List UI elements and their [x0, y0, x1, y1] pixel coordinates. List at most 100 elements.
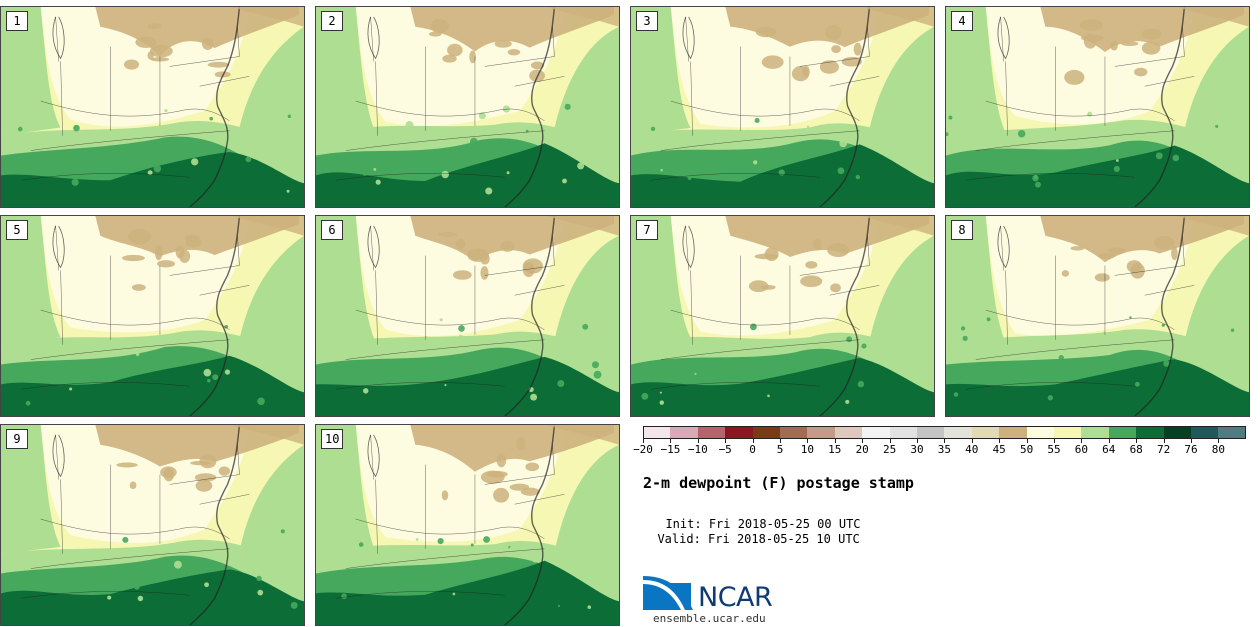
- colorbar-tick-label: −15: [660, 443, 681, 456]
- dewpoint-map: [946, 216, 1249, 416]
- colorbar-tickmark: [944, 439, 946, 443]
- member-number: 10: [321, 429, 344, 449]
- colorbar-tickmark: [889, 439, 891, 443]
- colorbar-tick-label: 15: [828, 443, 842, 456]
- member-panel: 1: [0, 6, 305, 208]
- member-number: 5: [6, 220, 28, 240]
- dewpoint-map: [946, 7, 1249, 207]
- colorbar-segment: [697, 426, 726, 439]
- member-number: 3: [636, 11, 658, 31]
- member-number: 1: [6, 11, 28, 31]
- colorbar-tickmark: [752, 439, 754, 443]
- dewpoint-map: [631, 7, 934, 207]
- colorbar-tickmark: [780, 439, 781, 443]
- colorbar-tick-label: 72: [1156, 443, 1171, 456]
- member-number: 9: [6, 429, 28, 449]
- colorbar-tick-label: 55: [1047, 443, 1061, 456]
- init-line: Init: Fri 2018-05-25 00 UTC: [643, 503, 861, 531]
- colorbar-tick-label: −5: [718, 443, 732, 456]
- colorbar-tick-label: −20: [633, 443, 653, 456]
- colorbar-tickmark: [1218, 439, 1220, 443]
- member-panel: 7: [630, 215, 935, 417]
- colorbar-segment: [834, 426, 863, 439]
- member-panel: 8: [945, 215, 1250, 417]
- colorbar-tick-label: 68: [1129, 443, 1143, 456]
- logo-wordmark: NCAR: [698, 582, 773, 613]
- colorbar-segment: [752, 426, 781, 439]
- dewpoint-map: [316, 425, 619, 625]
- colorbar-tickmark: [999, 439, 1001, 443]
- colorbar-tick-label: 64: [1102, 443, 1116, 456]
- colorbar-tickmark: [1108, 439, 1110, 443]
- dewpoint-map: [1, 7, 304, 207]
- ncar-logo-icon: [643, 576, 693, 610]
- site-url: ensemble.ucar.edu: [653, 612, 766, 625]
- colorbar-tickmark: [725, 439, 727, 443]
- colorbar-segment: [780, 426, 808, 439]
- colorbar-tickmark: [1054, 439, 1055, 443]
- colorbar-tickmark: [862, 439, 864, 443]
- colorbar-tick-label: 35: [937, 443, 952, 456]
- colorbar-tick-label: 50: [1019, 443, 1034, 456]
- colorbar-tickmark: [834, 439, 836, 443]
- colorbar-tick-label: 76: [1184, 443, 1198, 456]
- colorbar-segment: [1191, 426, 1219, 439]
- colorbar-tickmark: [1136, 439, 1138, 443]
- colorbar-segment: [725, 426, 754, 439]
- member-panel: 10: [315, 424, 620, 626]
- colorbar-segment: [944, 426, 973, 439]
- init-time: Fri 2018-05-25 00 UTC: [708, 517, 861, 531]
- member-number: 7: [636, 220, 658, 240]
- member-number: 6: [321, 220, 343, 240]
- colorbar-tick-label: 25: [882, 443, 897, 456]
- colorbar-tick-label: 0: [749, 443, 756, 456]
- member-panel: 2: [315, 6, 620, 208]
- colorbar-segment: [1108, 426, 1137, 439]
- colorbar-segment: [1054, 426, 1082, 439]
- colorbar-segment: [1026, 426, 1055, 439]
- colorbar-segment: [670, 426, 699, 439]
- colorbar-tick-label: 5: [776, 443, 784, 456]
- colorbar-tickmark: [1026, 439, 1028, 443]
- colorbar-tickmark: [643, 439, 644, 443]
- colorbar-segment: [1081, 426, 1110, 439]
- member-number: 4: [951, 11, 973, 31]
- dewpoint-map: [1, 425, 304, 625]
- colorbar-tickmark: [1081, 439, 1083, 443]
- member-number: 8: [951, 220, 973, 240]
- colorbar-segment: [807, 426, 836, 439]
- colorbar-frame: [643, 426, 1246, 439]
- init-label: Init:: [665, 517, 702, 531]
- colorbar-tickmark: [917, 439, 918, 443]
- colorbar-segment: [862, 426, 891, 439]
- member-panel: 9: [0, 424, 305, 626]
- colorbar-tickmark: [670, 439, 672, 443]
- valid-label: Valid:: [657, 532, 701, 546]
- colorbar-segment: [999, 426, 1028, 439]
- member-panel: 4: [945, 6, 1250, 208]
- member-panel: 6: [315, 215, 620, 417]
- dewpoint-map: [1, 216, 304, 416]
- member-panel: 5: [0, 215, 305, 417]
- colorbar-tick-label: 80: [1211, 443, 1226, 456]
- member-number: 2: [321, 11, 343, 31]
- colorbar-tick-label: 10: [800, 443, 815, 456]
- colorbar-tickmark: [971, 439, 973, 443]
- colorbar-tickmark: [697, 439, 699, 443]
- colorbar-tick-label: 20: [855, 443, 869, 456]
- figure-title: 2-m dewpoint (F) postage stamp: [643, 474, 914, 492]
- colorbar-segment: [889, 426, 918, 439]
- colorbar-tick-label: 60: [1074, 443, 1089, 456]
- colorbar-tick-label: 40: [965, 443, 979, 456]
- valid-line: Valid: Fri 2018-05-25 10 UTC: [643, 518, 860, 546]
- colorbar-tick-label: 45: [992, 443, 1006, 456]
- colorbar-segment: [1163, 426, 1192, 439]
- dewpoint-map: [631, 216, 934, 416]
- colorbar-segment: [643, 426, 671, 439]
- colorbar-tickmark: [807, 439, 809, 443]
- valid-time: Fri 2018-05-25 10 UTC: [708, 532, 860, 546]
- member-panel: 3: [630, 6, 935, 208]
- colorbar-tick-label: −10: [687, 443, 708, 456]
- colorbar-segment: [1136, 426, 1165, 439]
- colorbar-segment: [917, 426, 945, 439]
